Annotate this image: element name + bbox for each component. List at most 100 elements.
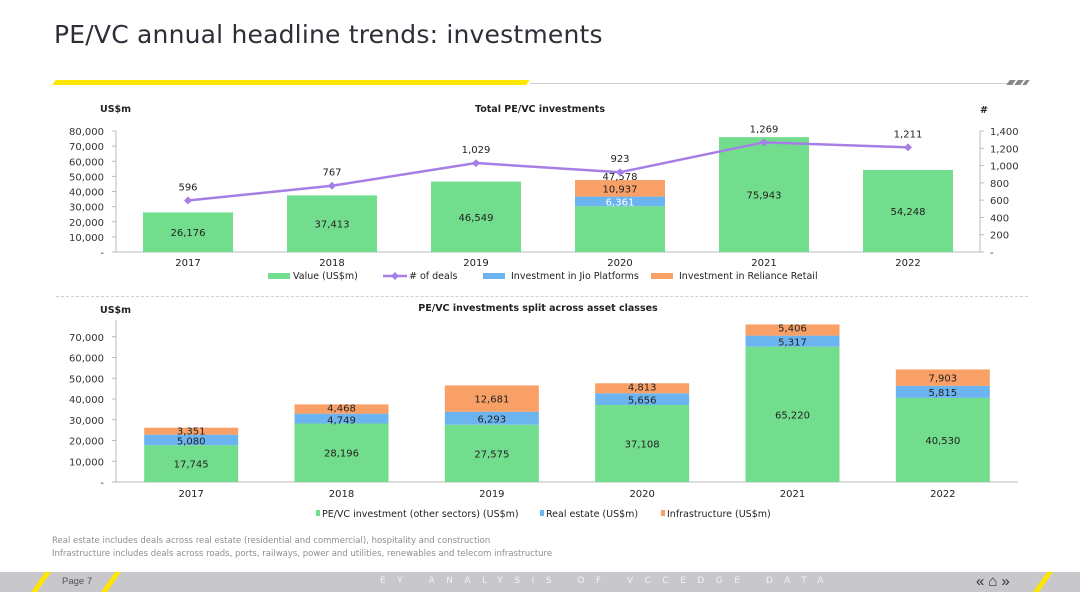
data-label-segment-2: 3,351	[177, 427, 206, 438]
data-label-segment-0: 17,745	[174, 460, 209, 471]
bar-segment-0-2022	[895, 397, 990, 482]
bar-segment-1-2019	[444, 411, 539, 425]
legend-swatch-other	[316, 510, 320, 516]
data-label-total: 47,578	[603, 172, 638, 183]
data-label-segment-0: 27,575	[474, 449, 509, 460]
legend-label-deals: # of deals	[409, 271, 457, 282]
deals-marker	[760, 138, 768, 147]
bar-segment-0-2018	[294, 423, 389, 482]
legend-label-infra: Infrastructure (US$m)	[667, 509, 771, 520]
y-tick-label: 20,000	[69, 218, 104, 229]
previous-icon[interactable]: «	[976, 573, 985, 590]
deals-line	[187, 141, 909, 202]
data-label-segment-2: 4,468	[327, 403, 356, 414]
deals-marker	[904, 143, 912, 152]
chart-title: PE/VC investments split across asset cla…	[418, 303, 658, 314]
y2-axis-title: #	[980, 105, 988, 116]
bar-segment-2-2021	[745, 324, 840, 336]
y-tick-label: 70,000	[69, 142, 104, 153]
bar-segment-0-2017	[144, 445, 239, 482]
y2-tick-label: -	[990, 248, 994, 259]
x-tick-label: 2020	[629, 489, 654, 500]
data-label-value: 26,176	[171, 228, 206, 239]
y2-tick-label: 400	[990, 213, 1009, 224]
data-label-segment-2: 7,903	[929, 374, 958, 385]
y-tick-label: 30,000	[69, 203, 104, 214]
legend-label-realestate: Real estate (US$m)	[546, 509, 638, 520]
y-tick-label: -	[100, 248, 104, 259]
bar-segment-0-2019	[444, 424, 539, 482]
x-tick-label: 2022	[895, 258, 920, 269]
legend-label-value: Value (US$m)	[293, 271, 358, 282]
y-tick-label: 80,000	[69, 127, 104, 138]
legend-label-reliance: Investment in Reliance Retail	[679, 271, 818, 282]
bar-segment-0-2020	[595, 405, 690, 482]
legend-swatch-realestate	[540, 510, 544, 516]
note-infrastructure: Infrastructure includes deals across roa…	[52, 549, 553, 559]
x-tick-label: 2018	[319, 258, 344, 269]
bar-value-2021	[719, 137, 809, 252]
y-tick-label: 30,000	[69, 416, 104, 427]
y-tick-label: 10,000	[69, 233, 104, 244]
y2-tick-label: 800	[990, 179, 1009, 190]
data-label-segment-0: 28,196	[324, 449, 359, 460]
x-tick-label: 2022	[930, 489, 955, 500]
y-tick-label: -	[100, 478, 104, 489]
legend-swatch-infra	[661, 510, 665, 516]
bar-value-2017	[143, 212, 233, 252]
deals-label: 596	[178, 182, 197, 193]
x-tick-label: 2017	[178, 489, 203, 500]
footer-source: EY ANALYSIS OF VCCEDGE DATA	[380, 576, 836, 586]
legend-swatch-jio	[483, 273, 505, 279]
legend-label-other: PE/VC investment (other sectors) (US$m)	[322, 509, 519, 520]
y-tick-label: 50,000	[69, 172, 104, 183]
deco-dash	[1022, 80, 1030, 85]
bar-segment-2-2017	[144, 427, 239, 435]
home-icon[interactable]: ⌂	[988, 573, 998, 590]
bar-segment-1-2020	[595, 393, 690, 406]
y-tick-label: 40,000	[69, 395, 104, 406]
bar-segment-2-2018	[294, 404, 389, 414]
y2-tick-label: 600	[990, 196, 1009, 207]
next-icon[interactable]: »	[1001, 573, 1010, 590]
y-axis-title: US$m	[100, 104, 131, 115]
bar-segment-2-2020	[595, 383, 690, 394]
bar-value-2020	[575, 206, 665, 252]
data-label-segment-1: 5,080	[177, 437, 206, 448]
y2-tick-label: 1,200	[990, 144, 1019, 155]
data-label-segment-2: 5,406	[778, 323, 807, 334]
asset-class-split-chart: US$m PE/VC investments split across asset…	[69, 303, 1018, 520]
y2-tick-label: 1,000	[990, 162, 1019, 173]
data-label-segment-0: 65,220	[775, 410, 810, 421]
bar-reliance-2020	[575, 180, 665, 197]
x-tick-label: 2021	[780, 489, 805, 500]
y-tick-label: 10,000	[69, 457, 104, 468]
x-tick-label: 2019	[479, 489, 504, 500]
data-label-reliance: 10,937	[603, 184, 638, 195]
x-tick-label: 2021	[751, 258, 776, 269]
bar-segment-1-2021	[745, 335, 840, 347]
data-label-jio: 6,361	[606, 197, 635, 208]
x-tick-label: 2020	[607, 258, 632, 269]
title-underline-rule	[530, 83, 1008, 84]
data-label-segment-0: 37,108	[625, 440, 660, 451]
deals-marker	[184, 196, 192, 205]
deals-label: 923	[610, 154, 629, 165]
data-label-segment-1: 5,815	[929, 388, 958, 399]
legend-swatch-reliance	[651, 273, 673, 279]
y-tick-label: 60,000	[69, 354, 104, 365]
data-label-value: 75,943	[747, 191, 782, 202]
bar-value-2022	[863, 169, 953, 252]
title-underline-accent	[52, 80, 530, 85]
data-label-segment-1: 6,293	[478, 414, 507, 425]
x-tick-label: 2017	[175, 258, 200, 269]
chart-title: Total PE/VC investments	[475, 104, 605, 115]
data-label-segment-1: 4,749	[327, 416, 356, 427]
total-investments-chart: US$m Total PE/VC investments # - 10,000 20,00…	[69, 104, 1019, 282]
y-tick-label: 60,000	[69, 157, 104, 168]
y2-tick-label: 200	[990, 231, 1009, 242]
bar-segment-2-2022	[895, 369, 990, 386]
y-tick-label: 50,000	[69, 374, 104, 385]
chart-divider	[56, 296, 1028, 297]
y-axis-title: US$m	[100, 305, 131, 316]
